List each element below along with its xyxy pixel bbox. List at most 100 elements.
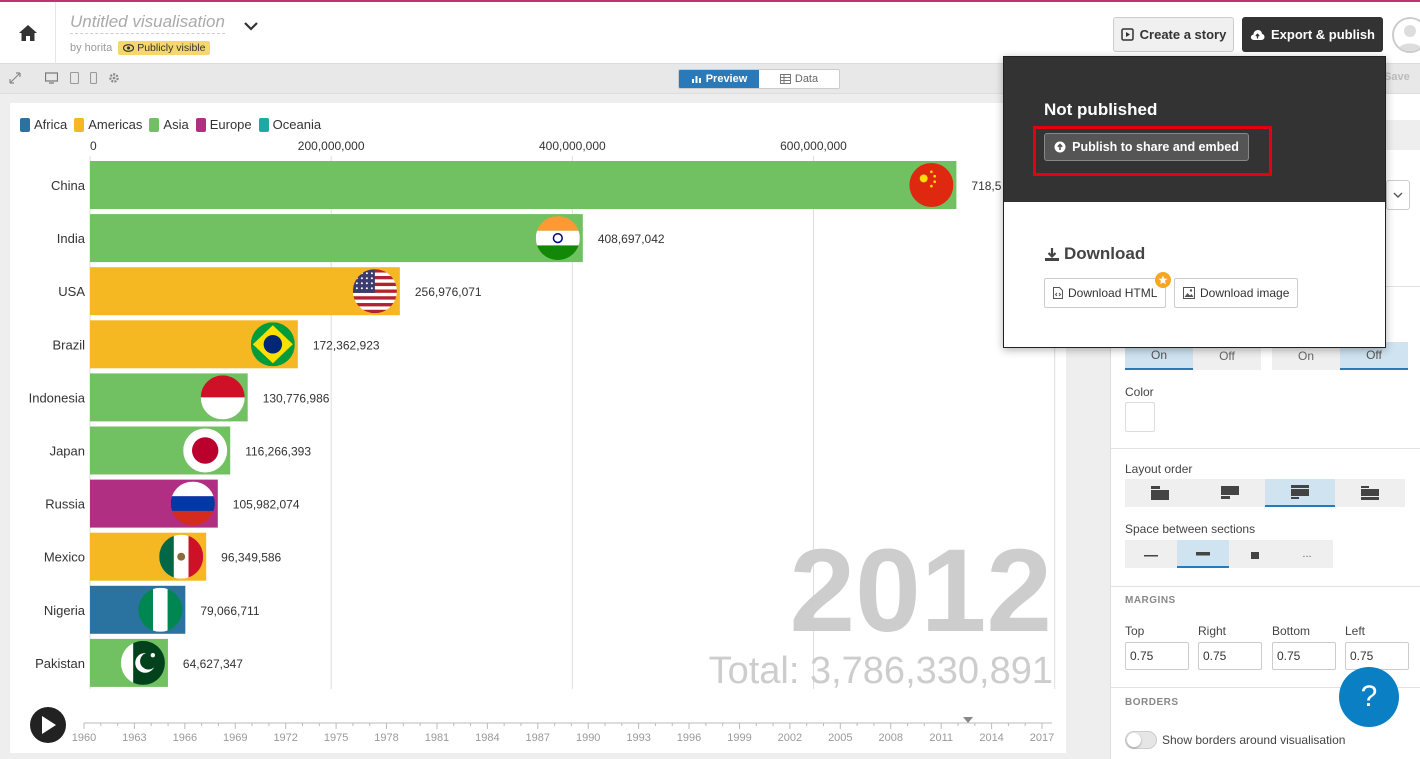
home-icon: [18, 25, 37, 41]
gear-icon[interactable]: [108, 72, 120, 84]
visualisation-title[interactable]: Untitled visualisation: [70, 12, 225, 34]
bar-value-label: 718,5: [971, 179, 1001, 193]
premium-star-badge: [1155, 272, 1171, 288]
timeline-tick-label: 1993: [626, 732, 650, 744]
bar-value-label: 64,627,347: [183, 657, 243, 671]
download-html-button[interactable]: Download HTML: [1044, 278, 1167, 308]
bar-category-label: Mexico: [44, 550, 85, 565]
usa-flag-icon: [352, 269, 397, 314]
space-option-large[interactable]: [1229, 540, 1281, 568]
flag-part: [352, 306, 397, 310]
timeline-tick-label: 1999: [727, 732, 751, 744]
panel-divider: [1110, 687, 1420, 688]
space-option-more[interactable]: ...: [1281, 540, 1333, 568]
legend-item[interactable]: Americas: [74, 117, 142, 132]
timeline-tick-label: 2011: [929, 732, 953, 744]
timeline-tick-label: 1996: [677, 732, 701, 744]
layout-option-4[interactable]: [1335, 479, 1405, 507]
file-code-icon: [1053, 287, 1063, 299]
bar-category-label: Indonesia: [29, 390, 86, 405]
flag-star: [370, 287, 373, 290]
timeline-tick-label: 1966: [173, 732, 197, 744]
legend-item[interactable]: Europe: [195, 117, 252, 132]
play-button[interactable]: [30, 707, 66, 743]
flag-part: [170, 510, 215, 526]
layout-option-1[interactable]: [1125, 479, 1195, 507]
mobile-icon[interactable]: [90, 72, 97, 84]
layout-option-3[interactable]: [1265, 479, 1335, 507]
space-between-label: Space between sections: [1125, 522, 1256, 536]
tab-data[interactable]: Data: [759, 70, 839, 88]
bar-value-label: 256,976,071: [415, 285, 482, 299]
desktop-icon[interactable]: [45, 72, 58, 84]
home-button[interactable]: [0, 2, 56, 64]
layout-option-2[interactable]: [1195, 479, 1265, 507]
russia-flag-icon: [170, 481, 215, 526]
bar-category-label: Pakistan: [35, 656, 85, 671]
create-story-button[interactable]: Create a story: [1113, 17, 1234, 52]
margin-left-input[interactable]: 0.75: [1345, 642, 1409, 670]
export-publish-button[interactable]: Export & publish: [1242, 17, 1383, 52]
highlight-box: [1033, 126, 1272, 176]
bar-category-label: Nigeria: [44, 603, 86, 618]
flag-part: [200, 375, 245, 398]
timeline-tick-label: 2014: [979, 732, 1003, 744]
x-tick-label: 400,000,000: [539, 139, 606, 153]
layout-order-label: Layout order: [1125, 462, 1193, 476]
save-button[interactable]: Save: [1384, 71, 1410, 83]
flag-part: [170, 496, 215, 511]
flag-star: [150, 653, 156, 658]
flag-part: [167, 587, 183, 632]
eye-icon: [123, 44, 135, 52]
legend-item[interactable]: Asia: [149, 117, 189, 132]
legend-item[interactable]: Africa: [20, 117, 67, 132]
bar-group: Brazil 172,362,923: [52, 320, 380, 369]
borders-toggle[interactable]: [1125, 731, 1157, 749]
legend-item[interactable]: Oceania: [258, 117, 321, 132]
timeline-tick-label: 1981: [425, 732, 449, 744]
space-option-medium[interactable]: [1177, 540, 1229, 568]
flag-part: [352, 296, 397, 300]
bar-value-label: 408,697,042: [598, 232, 665, 246]
visibility-badge[interactable]: Publicly visible: [118, 41, 211, 55]
bar: [90, 161, 957, 209]
timeline-tick-label: 1987: [526, 732, 550, 744]
timeline-tick-label: 1960: [72, 732, 96, 744]
space-option-small[interactable]: [1125, 540, 1177, 568]
download-image-button[interactable]: Download image: [1174, 278, 1299, 308]
indonesia-flag-icon: [200, 375, 245, 420]
bar-group: Mexico 96,349,586: [44, 532, 282, 581]
avatar[interactable]: [1392, 17, 1420, 53]
panel-dropdown[interactable]: [1386, 180, 1410, 210]
flag-part: [352, 299, 397, 304]
japan-flag-icon: [183, 428, 228, 473]
tab-preview[interactable]: Preview: [679, 70, 759, 88]
publish-button[interactable]: Publish to share and embed: [1044, 133, 1249, 161]
visibility-badge-label: Publicly visible: [137, 42, 206, 54]
china-flag-icon: [909, 163, 954, 207]
legend-swatch: [149, 117, 160, 132]
margin-top-input[interactable]: 0.75: [1125, 642, 1189, 670]
line-medium-icon: [1196, 552, 1210, 556]
pakistan-flag-icon: [120, 640, 165, 685]
margin-bottom-input[interactable]: 0.75: [1272, 642, 1336, 670]
bar-chart-race: 0 200,000,000 400,000,000 600,000,000 2012To…: [29, 139, 1056, 744]
flag-part: [188, 534, 204, 579]
margin-bottom-label: Bottom: [1272, 624, 1311, 638]
expand-icon[interactable]: [9, 72, 21, 84]
margin-right-input[interactable]: 0.75: [1198, 642, 1262, 670]
space-between-options: ...: [1125, 540, 1333, 568]
flag-star: [355, 287, 358, 290]
table-icon: [779, 74, 791, 84]
timeline-handle[interactable]: [963, 717, 974, 723]
color-picker[interactable]: [1125, 402, 1155, 432]
download-heading: Download: [1044, 244, 1145, 264]
flag-sun: [191, 437, 219, 464]
total-label: Total: 3,786,330,891: [709, 650, 1053, 692]
chevron-down-icon[interactable]: [243, 18, 259, 34]
help-button[interactable]: ?: [1339, 667, 1399, 727]
tablet-icon[interactable]: [70, 72, 79, 84]
layout-order-options: [1125, 479, 1405, 507]
flag-part: [535, 245, 580, 261]
line-thin-icon: [1144, 555, 1158, 557]
